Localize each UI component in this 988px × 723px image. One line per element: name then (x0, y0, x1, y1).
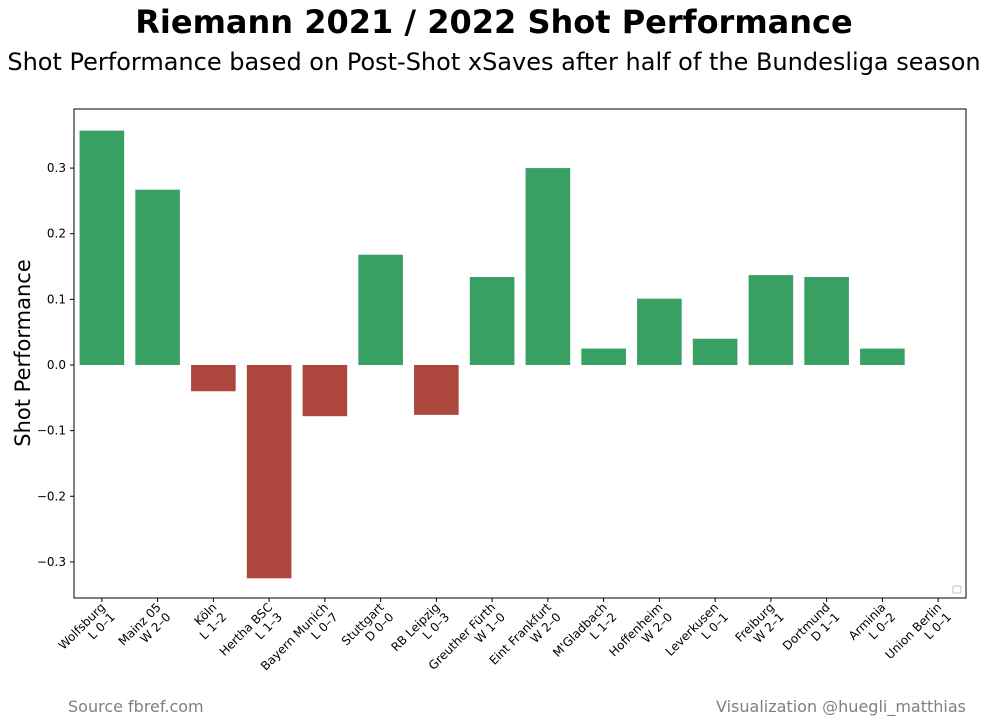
bar-1 (135, 189, 180, 365)
footer-credit: Visualization @huegli_matthias (716, 697, 966, 717)
x-tick-label: FreiburgW 2–1 (732, 600, 786, 654)
y-tick-label: 0.1 (47, 292, 66, 306)
bar-13 (804, 277, 849, 365)
bar-3 (246, 364, 292, 579)
bars-group (79, 130, 905, 579)
x-tick-label: StuttgartD 0–0 (339, 600, 397, 658)
x-tick-label: WolfsburgL 0–1 (56, 600, 118, 662)
x-tick-label: Mainz 05W 2–0 (116, 600, 174, 658)
plot-frame (73, 108, 967, 599)
bar-11 (692, 338, 738, 365)
bar-0 (79, 130, 125, 365)
footer-source: Source fbref.com (68, 697, 204, 716)
bar-7 (469, 277, 515, 365)
bar-4 (302, 364, 348, 417)
bar-5 (358, 254, 403, 365)
x-tick-label: Union BerlinL 0–1 (883, 600, 954, 671)
x-tick-label: M'GladbachL 1–2 (550, 600, 619, 669)
bar-9 (581, 348, 626, 365)
bar-2 (191, 364, 236, 392)
y-tick-label: −0.2 (37, 489, 66, 503)
y-tick-label: −0.3 (37, 555, 66, 569)
x-tick-label: DortmundD 1–1 (780, 600, 843, 663)
bar-14 (860, 348, 905, 365)
y-axis-label: Shot Performance (11, 259, 35, 446)
legend-box (952, 585, 962, 594)
y-tick-label: 0.2 (47, 227, 66, 241)
y-tick-label: 0.0 (47, 358, 66, 372)
x-tick-label: LeverkusenL 0–1 (663, 600, 731, 668)
chart-subtitle: Shot Performance based on Post-Shot xSav… (7, 48, 980, 76)
y-tick-label: 0.3 (47, 161, 66, 175)
bar-10 (637, 298, 682, 365)
x-tick-label: HoffenheimW 2–0 (606, 600, 675, 669)
y-axis: −0.3 −0.2 −0.1 0.0 0.1 0.2 0.3 (37, 161, 74, 569)
chart-title: Riemann 2021 / 2022 Shot Performance (135, 3, 852, 41)
bar-6 (414, 364, 459, 415)
y-tick-label: −0.1 (37, 424, 66, 438)
bar-8 (525, 168, 571, 365)
bar-12 (748, 275, 794, 365)
x-tick-label: KölnL 1–2 (187, 600, 229, 642)
